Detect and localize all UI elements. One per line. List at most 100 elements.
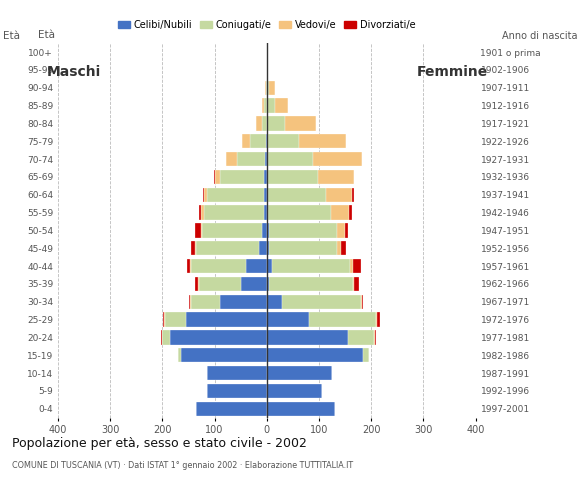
Bar xyxy=(162,330,170,345)
Bar xyxy=(267,348,363,362)
Bar xyxy=(269,81,275,95)
Bar xyxy=(354,277,358,291)
Bar xyxy=(215,170,220,184)
Bar xyxy=(237,152,265,166)
Bar xyxy=(269,241,337,255)
Text: Età: Età xyxy=(38,30,55,40)
Bar xyxy=(264,188,267,202)
Bar xyxy=(342,241,346,255)
Bar xyxy=(272,259,350,273)
Bar xyxy=(313,152,362,166)
Bar xyxy=(361,295,362,309)
Bar xyxy=(262,98,264,113)
Bar xyxy=(200,205,201,220)
Bar xyxy=(180,348,267,362)
Bar xyxy=(199,277,241,291)
Bar xyxy=(267,402,335,416)
Bar xyxy=(267,277,269,291)
Bar xyxy=(170,330,267,345)
Bar xyxy=(246,259,267,273)
Bar xyxy=(337,241,342,255)
Bar xyxy=(378,312,380,327)
Bar xyxy=(206,188,264,202)
Bar xyxy=(267,259,272,273)
Bar xyxy=(331,205,349,220)
Bar xyxy=(264,98,267,113)
Text: Maschi: Maschi xyxy=(46,65,101,79)
Bar xyxy=(282,295,361,309)
Bar xyxy=(201,205,204,220)
Bar xyxy=(269,205,331,220)
Bar xyxy=(350,259,353,273)
Text: COMUNE DI TUSCANIA (VT) · Dati ISTAT 1° gennaio 2002 · Elaborazione TUTTITALIA.I: COMUNE DI TUSCANIA (VT) · Dati ISTAT 1° … xyxy=(12,461,353,470)
Text: Femmine: Femmine xyxy=(416,65,488,79)
Bar xyxy=(190,259,191,273)
Bar xyxy=(213,170,215,184)
Bar xyxy=(161,330,162,345)
Bar xyxy=(164,312,165,327)
Bar xyxy=(191,295,220,309)
Text: Popolazione per età, sesso e stato civile - 2002: Popolazione per età, sesso e stato civil… xyxy=(12,437,306,450)
Bar xyxy=(226,152,237,166)
Bar xyxy=(196,241,259,255)
Bar xyxy=(178,348,180,362)
Bar xyxy=(265,152,267,166)
Bar xyxy=(195,223,201,238)
Text: Età: Età xyxy=(3,31,20,41)
Bar xyxy=(309,312,376,327)
Bar xyxy=(267,295,282,309)
Bar xyxy=(264,170,267,184)
Bar xyxy=(256,116,262,131)
Bar xyxy=(353,259,361,273)
Bar xyxy=(204,188,206,202)
Bar xyxy=(206,366,267,380)
Bar xyxy=(262,223,267,238)
Bar xyxy=(262,116,267,131)
Bar xyxy=(285,116,316,131)
Bar xyxy=(269,188,326,202)
Bar xyxy=(363,348,369,362)
Bar xyxy=(345,223,347,238)
Bar xyxy=(198,277,199,291)
Bar xyxy=(267,170,269,184)
Bar xyxy=(267,81,269,95)
Bar xyxy=(268,134,299,148)
Bar xyxy=(195,277,198,291)
Bar xyxy=(264,81,266,95)
Bar xyxy=(362,295,363,309)
Bar xyxy=(250,134,266,148)
Bar xyxy=(267,152,269,166)
Bar xyxy=(267,116,285,131)
Bar xyxy=(259,241,267,255)
Bar xyxy=(267,188,269,202)
Bar xyxy=(269,152,313,166)
Bar xyxy=(269,223,337,238)
Bar xyxy=(326,188,352,202)
Bar xyxy=(187,259,190,273)
Bar xyxy=(267,98,274,113)
Bar xyxy=(266,81,267,95)
Bar xyxy=(242,134,250,148)
Bar xyxy=(186,312,267,327)
Bar xyxy=(318,170,354,184)
Bar xyxy=(267,241,269,255)
Bar xyxy=(267,330,347,345)
Bar xyxy=(353,277,354,291)
Bar xyxy=(195,241,196,255)
Bar xyxy=(267,205,269,220)
Text: Anno di nascita: Anno di nascita xyxy=(502,31,577,41)
Bar xyxy=(269,170,318,184)
Bar xyxy=(204,205,264,220)
Bar xyxy=(165,312,186,327)
Bar xyxy=(267,366,332,380)
Bar xyxy=(202,188,204,202)
Bar xyxy=(299,134,346,148)
Bar xyxy=(163,312,164,327)
Bar xyxy=(274,98,288,113)
Bar xyxy=(220,295,267,309)
Bar xyxy=(267,223,269,238)
Bar xyxy=(196,402,267,416)
Bar xyxy=(267,384,321,398)
Bar xyxy=(349,205,352,220)
Bar xyxy=(337,223,345,238)
